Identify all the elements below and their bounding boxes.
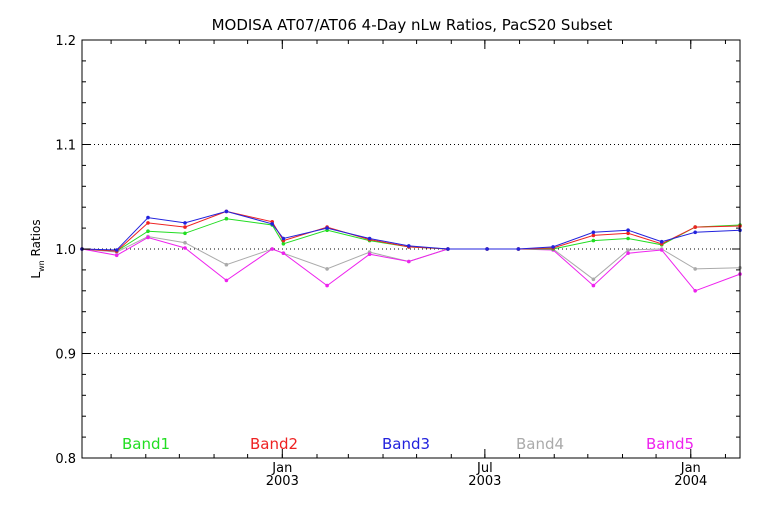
data-point (626, 236, 630, 241)
series-line (81, 210, 741, 251)
data-point (693, 225, 697, 229)
data-point (591, 277, 596, 282)
series-line (81, 235, 741, 280)
data-point (183, 221, 187, 225)
data-point (325, 267, 329, 271)
data-point (270, 222, 275, 226)
data-point (693, 230, 697, 235)
data-point (183, 231, 187, 236)
data-point (693, 289, 697, 293)
data-point (146, 215, 150, 220)
x-tick-month: Jan (271, 461, 292, 476)
data-point (516, 247, 521, 251)
y-axis: 0.8 0.9 1.0 1.1 1.2 (55, 34, 740, 467)
data-point (626, 251, 630, 255)
legend-entry-band4: Band4 (516, 435, 564, 453)
data-point (659, 239, 664, 244)
data-point (693, 267, 697, 271)
y-axis-label-subscript: wn (37, 260, 46, 272)
y-tick-label: 1.2 (55, 34, 76, 49)
data-point (114, 253, 119, 258)
data-point (591, 233, 596, 238)
data-point (485, 247, 489, 251)
data-point (146, 229, 150, 233)
data-point (591, 230, 596, 235)
y-axis-label: Lwn Ratios (29, 219, 46, 278)
y-axis-label-rest: Ratios (29, 219, 43, 260)
x-tick-year: 2003 (266, 474, 299, 489)
series-band5 (80, 235, 742, 293)
data-point (626, 248, 630, 252)
data-point (626, 228, 630, 232)
legend-entry-band3: Band3 (382, 435, 430, 453)
legend-entry-band2: Band2 (250, 435, 298, 453)
data-point (367, 236, 372, 241)
data-point (224, 262, 229, 267)
series-band3 (80, 209, 742, 252)
y-tick-label: 1.1 (55, 139, 76, 154)
grid-lines (82, 144, 740, 354)
legend-entry-band5: Band5 (646, 435, 694, 453)
legend: Band1 Band2 Band3 Band4 Band5 (122, 435, 694, 453)
data-point (626, 231, 630, 236)
data-point (224, 278, 229, 283)
y-tick-label: 0.8 (55, 452, 76, 467)
data-point (224, 209, 229, 214)
data-point (367, 252, 372, 256)
legend-entry-band1: Band1 (122, 435, 170, 453)
series-line (81, 210, 741, 252)
data-point (183, 240, 187, 245)
data-point (224, 216, 229, 221)
data-point (591, 238, 596, 243)
data-point (281, 251, 286, 255)
data-point (407, 244, 411, 248)
data-point (281, 236, 286, 241)
chart-title: MODISA AT07/AT06 4-Day nLw Ratios, PacS2… (212, 16, 613, 34)
data-point (551, 245, 555, 249)
data-point (281, 242, 286, 246)
series-layer (80, 209, 742, 293)
data-point (591, 283, 596, 288)
data-point (325, 283, 329, 288)
data-point (325, 226, 329, 230)
data-point (146, 235, 150, 240)
data-point (659, 248, 664, 252)
data-point (183, 246, 187, 250)
x-tick-year: 2003 (468, 474, 501, 489)
data-point (270, 247, 275, 251)
x-tick-month: Jul (476, 461, 493, 476)
data-point (183, 225, 187, 229)
data-point (407, 259, 411, 264)
y-axis-label-main: L (29, 272, 43, 279)
y-tick-label: 0.9 (55, 348, 76, 363)
y-tick-label: 1.0 (55, 243, 76, 258)
data-point (146, 221, 150, 225)
series-line (81, 236, 741, 292)
data-point (446, 247, 450, 251)
x-tick-year: 2004 (674, 474, 707, 489)
x-tick-month: Jan (680, 461, 701, 476)
data-point (114, 248, 119, 252)
